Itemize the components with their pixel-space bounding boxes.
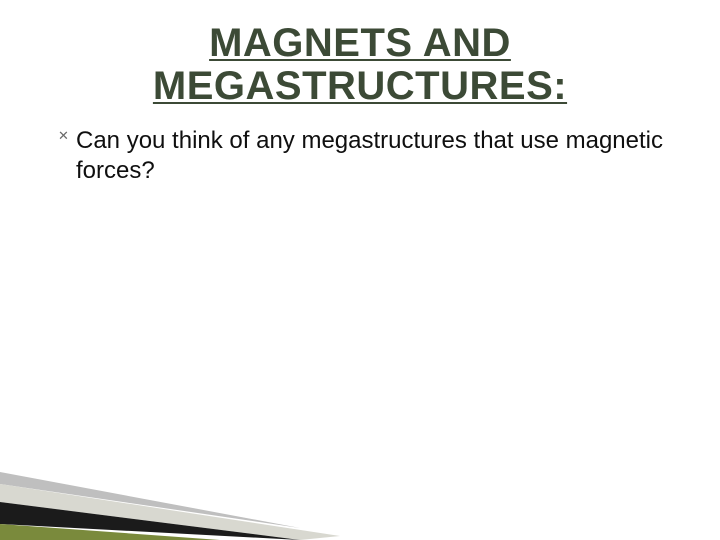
- wedge-stripe-gray: [0, 472, 300, 528]
- bullet-item: ✕ Can you think of any megastructures th…: [58, 126, 678, 186]
- bullet-marker-icon: ✕: [58, 126, 76, 145]
- slide-body: ✕ Can you think of any megastructures th…: [0, 108, 720, 186]
- slide: MAGNETS AND MEGASTRUCTURES: ✕ Can you th…: [0, 0, 720, 540]
- bullet-text: Can you think of any megastructures that…: [76, 126, 678, 186]
- wedge-stripe-black: [0, 502, 300, 540]
- slide-title: MAGNETS AND MEGASTRUCTURES:: [0, 0, 720, 108]
- title-line-2: MEGASTRUCTURES:: [0, 65, 720, 108]
- wedge-stripe-light: [0, 484, 340, 540]
- corner-wedge-decoration: [0, 400, 720, 540]
- title-line-1: MAGNETS AND: [0, 22, 720, 65]
- wedge-stripe-olive: [0, 524, 220, 540]
